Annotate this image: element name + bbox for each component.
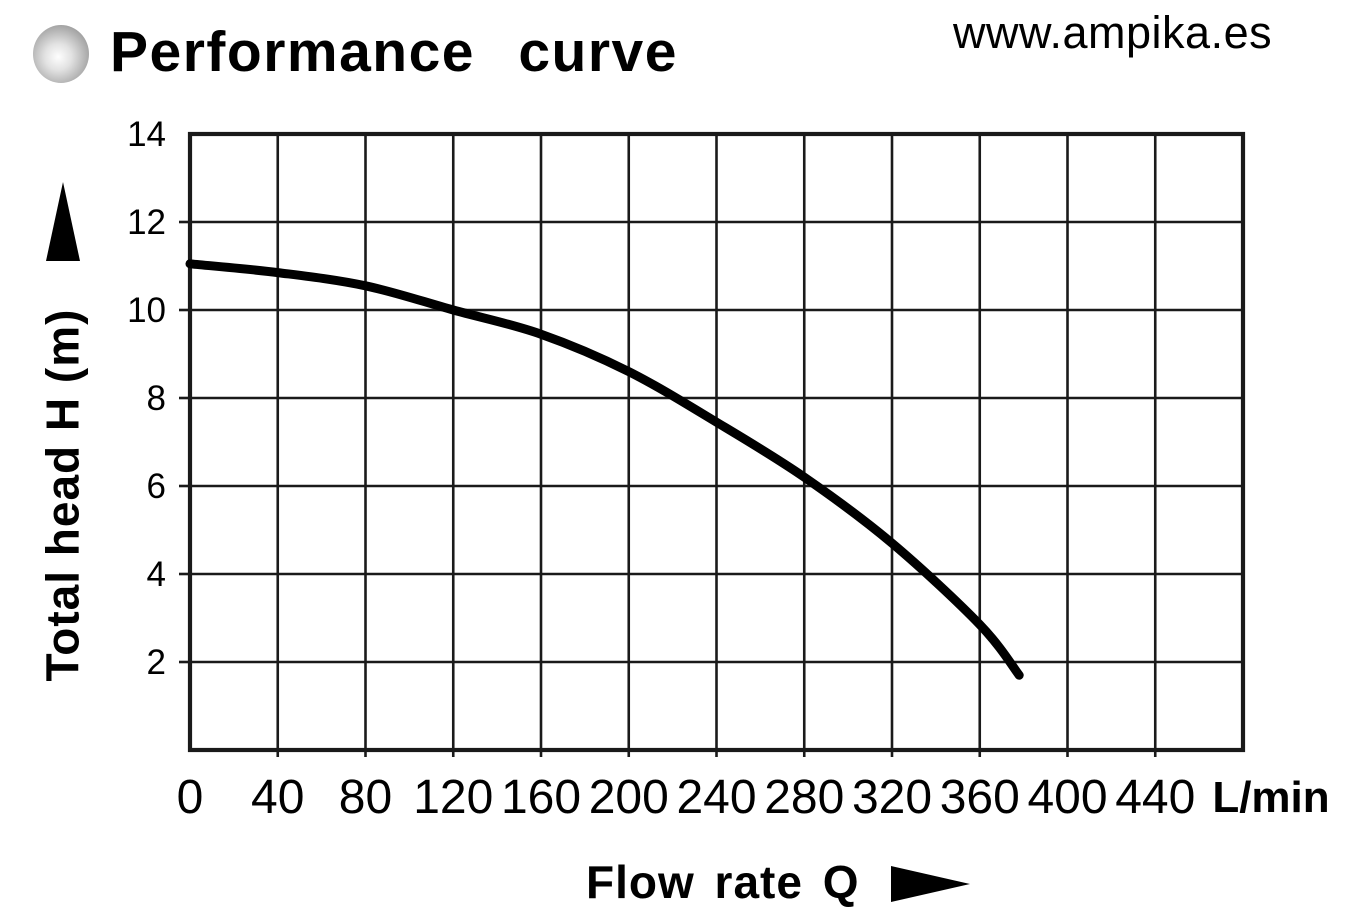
y-axis-label: Total head H (m) (36, 308, 88, 682)
site-url-text: www.ampika.es (953, 7, 1273, 58)
x-tick-label: 280 (764, 771, 844, 824)
x-tick-label: 80 (339, 771, 392, 824)
x-tick-label: 240 (676, 771, 756, 824)
x-tick-label: 400 (1027, 771, 1107, 824)
x-tick-label: 40 (251, 771, 304, 824)
x-tick-label: 440 (1115, 771, 1195, 824)
x-tick-label: 0 (177, 771, 204, 824)
y-axis-up-arrow-icon (46, 182, 80, 261)
plot-border (187, 131, 1246, 753)
y-tick-label: 8 (147, 379, 166, 418)
x-tick-label: 320 (852, 771, 932, 824)
x-tick-label: 160 (501, 771, 581, 824)
y-tick-label: 12 (127, 203, 166, 242)
y-tick-label: 2 (147, 643, 166, 682)
x-tick-label: 360 (940, 771, 1020, 824)
x-axis-label: Flow rate Q (586, 856, 860, 908)
y-tick-label: 6 (147, 467, 166, 506)
sphere-icon (33, 25, 89, 83)
x-tick-label: 120 (413, 771, 493, 824)
page-title: Performance curve (110, 20, 678, 84)
y-axis-label-wrap: Total head H (m) (4, 187, 120, 803)
x-unit-label: L/min (1212, 773, 1329, 822)
y-tick-label: 14 (127, 115, 166, 154)
x-axis-label-wrap: Flow rate Q (586, 855, 971, 909)
performance-curve-line (185, 259, 1024, 680)
y-tick-label: 4 (147, 555, 166, 594)
x-axis-right-arrow-icon (891, 866, 971, 902)
x-tick-label: 200 (589, 771, 669, 824)
y-tick-label: 10 (127, 291, 166, 330)
